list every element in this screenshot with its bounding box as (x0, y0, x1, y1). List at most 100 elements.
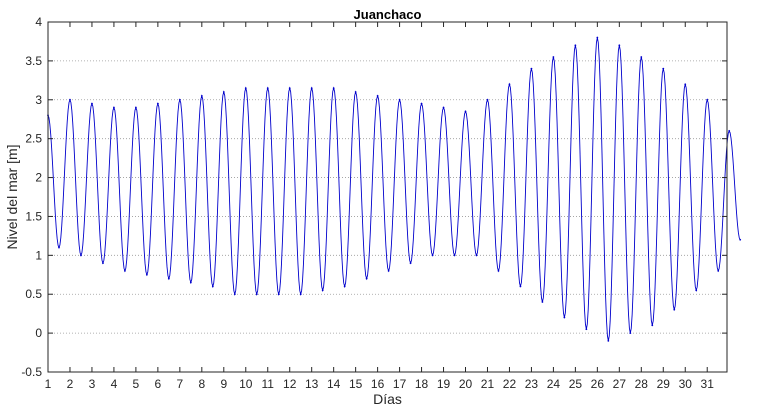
data-point (321, 289, 324, 292)
data-point (266, 87, 269, 90)
data-point (563, 316, 566, 319)
y-tick-label: 3 (35, 93, 42, 107)
data-point (102, 262, 104, 265)
x-tick-label: 1 (45, 377, 52, 391)
data-point (332, 87, 335, 90)
data-point (156, 102, 159, 105)
data-point (409, 262, 412, 265)
data-point (574, 44, 577, 47)
grid-lines (48, 60, 727, 334)
x-tick-label: 28 (635, 377, 649, 391)
x-axis-label: Días (373, 391, 402, 407)
data-point (310, 87, 313, 90)
data-point (277, 293, 280, 296)
x-tick-label: 16 (371, 377, 385, 391)
x-tick-label: 10 (239, 377, 253, 391)
x-tick-label: 2 (67, 377, 74, 391)
data-point (255, 293, 258, 296)
x-tick-label: 4 (111, 377, 118, 391)
data-point (662, 67, 665, 70)
data-point (376, 94, 379, 97)
data-point (134, 106, 137, 109)
y-tick-label: 1.5 (25, 209, 42, 223)
data-point (244, 87, 247, 90)
x-tick-label: 5 (133, 377, 140, 391)
data-point (541, 301, 544, 303)
data-point (585, 328, 588, 331)
data-point (706, 98, 709, 101)
x-tick-label: 25 (569, 377, 583, 391)
data-point (91, 102, 93, 105)
data-point (651, 324, 654, 327)
y-tick-label: -0.5 (21, 365, 42, 379)
y-axis-label: Nivel del mar [m] (4, 144, 20, 249)
data-point (343, 285, 346, 288)
data-point (695, 289, 698, 292)
y-axis-ticks: -0.5 0 0.5 1 1.5 2 2.5 3 3.5 4 (21, 15, 727, 379)
x-tick-label: 19 (437, 377, 451, 391)
x-tick-label: 11 (262, 377, 275, 391)
y-tick-label: 0.5 (25, 287, 42, 301)
data-point (453, 254, 456, 257)
y-tick-label: 4 (35, 15, 42, 29)
x-tick-label: 12 (283, 377, 297, 391)
x-tick-label: 9 (220, 377, 227, 391)
data-point (69, 98, 71, 101)
x-tick-label: 15 (349, 377, 363, 391)
data-point (113, 106, 115, 109)
data-point (530, 67, 533, 70)
x-tick-label: 7 (177, 377, 184, 391)
x-tick-label: 6 (155, 377, 162, 391)
x-tick-label: 27 (613, 377, 627, 391)
x-tick-label: 31 (701, 377, 715, 391)
x-tick-label: 26 (591, 377, 605, 391)
data-point (233, 293, 236, 296)
data-point (673, 308, 676, 311)
data-point (618, 44, 621, 47)
y-tick-label: 2.5 (25, 132, 42, 146)
data-point (640, 56, 643, 58)
y-tick-label: 3.5 (25, 54, 42, 68)
data-point (717, 269, 720, 272)
data-point (552, 56, 555, 58)
plot-area-frame (47, 21, 728, 373)
x-tick-label: 18 (415, 377, 429, 391)
y-tick-label: 2 (35, 171, 42, 185)
series-layer (47, 36, 742, 342)
x-tick-label: 8 (198, 377, 205, 391)
data-point (464, 110, 467, 113)
data-point (508, 83, 511, 86)
chart-title: Juanchaco (354, 7, 422, 22)
y-tick-label: 0 (35, 326, 42, 340)
data-point (58, 246, 60, 249)
data-point (299, 293, 302, 296)
data-point (431, 254, 434, 257)
data-point (486, 98, 489, 101)
x-tick-label: 23 (525, 377, 539, 391)
data-point (398, 98, 401, 101)
data-point (222, 91, 225, 93)
data-point (211, 285, 214, 288)
data-point (519, 285, 522, 288)
x-tick-label: 24 (547, 377, 561, 391)
data-point (420, 102, 423, 105)
x-tick-label: 21 (481, 377, 495, 391)
data-point (288, 87, 291, 90)
data-point (178, 98, 181, 101)
data-point (684, 83, 687, 86)
x-tick-label: 20 (459, 377, 473, 391)
y-tick-label: 1 (35, 248, 42, 262)
data-point (607, 339, 610, 342)
data-point (189, 281, 192, 284)
x-tick-label: 14 (327, 377, 341, 391)
data-point (442, 106, 445, 109)
data-point (124, 269, 126, 272)
data-point (728, 129, 731, 132)
data-point (387, 269, 390, 272)
data-point (596, 36, 599, 39)
x-tick-label: 13 (305, 377, 319, 391)
x-tick-label: 29 (657, 377, 671, 391)
data-point (200, 94, 203, 97)
